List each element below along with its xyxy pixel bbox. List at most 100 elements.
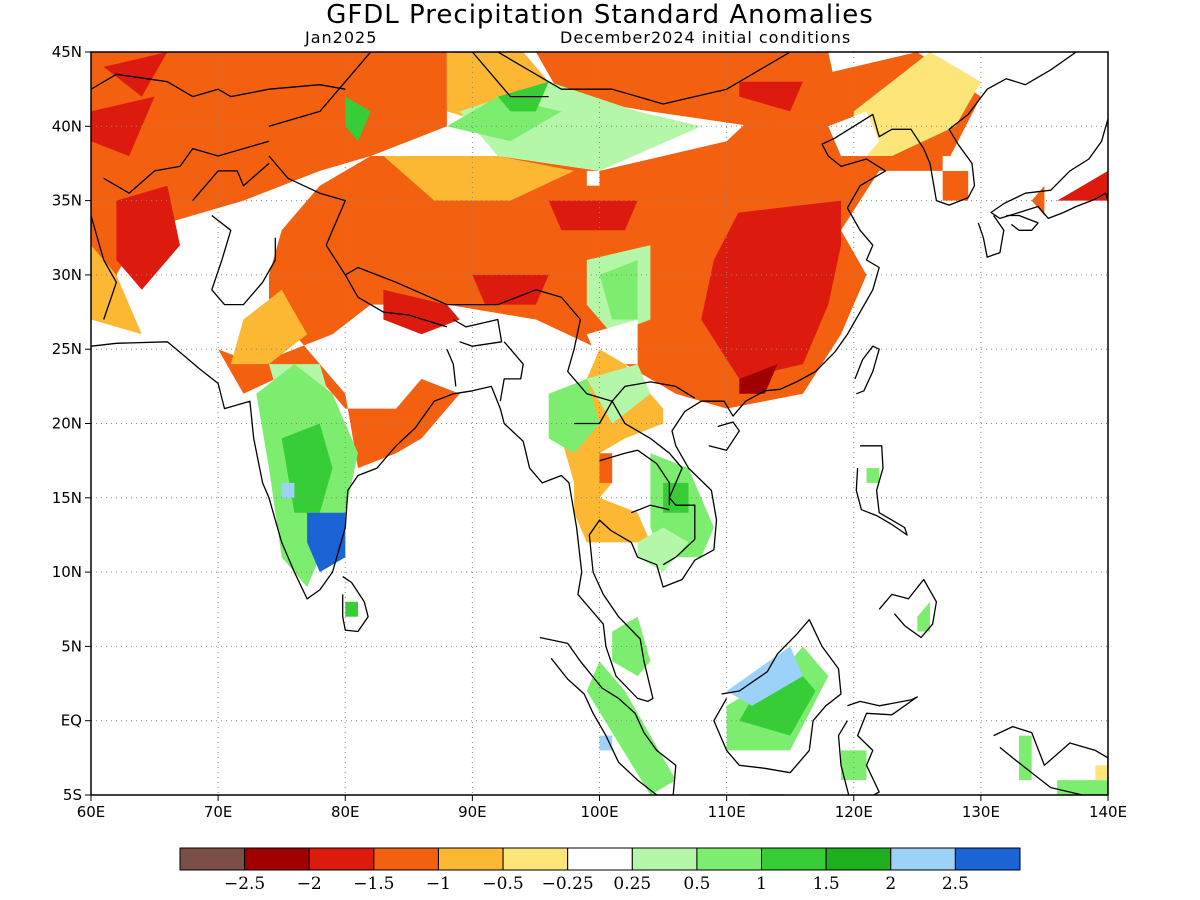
map-title: GFDL Precipitation Standard Anomalies xyxy=(326,0,874,30)
coastline xyxy=(268,155,696,402)
coastline xyxy=(342,576,369,633)
anomaly-region xyxy=(230,289,308,365)
anomaly-region xyxy=(1019,735,1032,781)
coastline xyxy=(599,449,671,506)
anomaly-region xyxy=(535,52,841,127)
colorbar-label: 1.5 xyxy=(813,874,840,894)
lon-tick-label: 110E xyxy=(708,803,746,821)
colorbar-swatch xyxy=(696,847,763,871)
anomaly-region xyxy=(866,468,880,483)
coastline xyxy=(91,73,346,98)
coastline xyxy=(268,52,372,127)
colorbar: −2.5 −2 −1.5 −1 −0.5 −0.25 0.25 0.5 1 1.5 2 2.5 xyxy=(179,847,1021,894)
lat-tick-label: 5N xyxy=(61,637,82,655)
lon-tick-label: 60E xyxy=(77,803,106,821)
anomaly-region xyxy=(281,423,333,513)
lat-tick-label: 40N xyxy=(52,117,82,135)
anomaly-region xyxy=(472,274,549,305)
coastline xyxy=(103,140,270,194)
colorbar-swatch xyxy=(825,847,892,871)
lat-tick-label: 45N xyxy=(52,43,82,61)
anomaly-region xyxy=(853,52,981,156)
colorbar-swatch xyxy=(954,847,1021,871)
coastline xyxy=(855,445,908,536)
coastline xyxy=(192,162,270,202)
colorbar-swatch xyxy=(567,847,633,871)
coastline xyxy=(708,421,740,451)
anomaly-region xyxy=(739,661,816,736)
axis-labels: 60E 70E 80E 90E 100E 110E 120E 130E 140E 45N 40N 35… xyxy=(52,43,1127,821)
initial-conditions: December2024 initial conditions xyxy=(560,28,852,47)
coastline xyxy=(453,52,791,105)
colorbar-swatch xyxy=(437,847,504,871)
anomaly-region xyxy=(726,646,803,706)
lon-tick-label: 120E xyxy=(835,803,873,821)
masked-area xyxy=(828,111,880,156)
anomaly-region xyxy=(1057,780,1108,795)
anomaly-region xyxy=(701,200,841,379)
colorbar-swatch xyxy=(308,847,375,871)
coastline xyxy=(91,215,118,320)
colorbar-swatch xyxy=(244,847,310,871)
anomaly-region xyxy=(739,81,803,112)
lat-tick-label: 35N xyxy=(52,192,82,210)
anomaly-region xyxy=(942,170,969,201)
anomaly-region xyxy=(91,96,155,156)
lat-tick-label: EQ xyxy=(61,712,82,730)
lat-tick-label: 20N xyxy=(52,415,82,433)
lat-tick-label: 30N xyxy=(52,266,82,284)
anomaly-region xyxy=(281,482,295,498)
masked-area xyxy=(586,170,600,186)
colorbar-swatch xyxy=(179,847,246,871)
anomaly-region xyxy=(1031,185,1045,216)
colorbar-label: 0.25 xyxy=(613,874,651,894)
lon-tick-label: 140E xyxy=(1089,803,1127,821)
anomaly-region xyxy=(650,185,753,260)
coastline xyxy=(452,318,503,347)
colorbar-label: −1.5 xyxy=(353,874,394,894)
coastline xyxy=(446,348,457,387)
colorbar-label: 0.5 xyxy=(683,874,710,894)
anomaly-region xyxy=(917,601,930,632)
coastline xyxy=(211,214,276,306)
colorbar-swatch xyxy=(373,847,439,871)
coastline xyxy=(499,341,524,402)
anomaly-region xyxy=(548,200,638,231)
coastline xyxy=(977,215,1005,258)
colorbar-swatch xyxy=(890,847,956,871)
colorbar-label: −2 xyxy=(297,874,322,894)
lon-tick-label: 100E xyxy=(580,803,618,821)
lon-tick-label: 70E xyxy=(204,803,233,821)
anomaly-region xyxy=(637,527,689,573)
colorbar-label: 2 xyxy=(885,874,896,894)
coastline xyxy=(837,696,918,795)
colorbar-label: −0.5 xyxy=(482,874,523,894)
coastline xyxy=(574,400,696,566)
anomaly-region xyxy=(103,52,168,97)
coastline-layer xyxy=(91,52,1108,795)
anomaly-region xyxy=(739,364,778,394)
coastline xyxy=(471,52,549,98)
coastline xyxy=(878,578,938,639)
lon-tick-label: 90E xyxy=(458,803,487,821)
anomaly-region xyxy=(548,378,600,454)
lon-tick-label: 130E xyxy=(962,803,1000,821)
forecast-month: Jan2025 xyxy=(305,28,378,47)
anomaly-region xyxy=(307,512,346,573)
colorbar-label: 2.5 xyxy=(942,874,969,894)
coastline xyxy=(631,504,670,514)
anomaly-region xyxy=(116,185,180,290)
colorbar-label: 1 xyxy=(756,874,767,894)
anomaly-region xyxy=(383,289,460,335)
colorbar-swatch xyxy=(502,847,569,871)
lat-tick-label: 5S xyxy=(63,786,82,804)
anomaly-region xyxy=(1095,765,1108,781)
anomaly-region xyxy=(345,601,358,617)
colorbar-label: −0.25 xyxy=(542,874,594,894)
lon-tick-label: 80E xyxy=(331,803,360,821)
coastline xyxy=(713,619,842,774)
coastline xyxy=(91,52,1077,703)
coastline xyxy=(990,118,1108,220)
coastline xyxy=(854,345,880,395)
anomaly-region xyxy=(345,96,371,142)
